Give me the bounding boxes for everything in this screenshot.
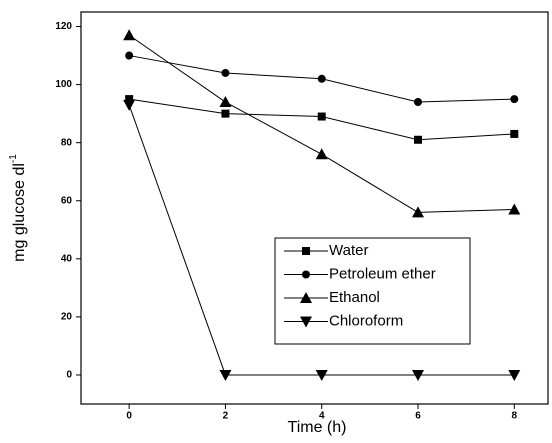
series-line <box>128 34 515 213</box>
x-tick-label: 0 <box>126 411 132 422</box>
x-tick-label: 2 <box>223 411 229 422</box>
marker <box>412 206 425 218</box>
marker <box>414 135 423 144</box>
legend-label: Water <box>329 242 368 259</box>
y-tick-label: 0 <box>66 370 72 381</box>
legend-marker <box>300 316 312 328</box>
x-tick-label: 4 <box>319 411 325 422</box>
y-axis-label: mg glucose dl-1 <box>8 154 29 262</box>
marker <box>317 74 326 83</box>
marker <box>510 129 519 138</box>
marker <box>508 203 521 215</box>
y-tick-label: 60 <box>61 195 73 206</box>
legend-marker <box>302 247 310 255</box>
legend-label: Chloroform <box>329 312 403 329</box>
marker <box>315 148 328 160</box>
y-tick-label: 100 <box>55 79 72 90</box>
marker <box>123 29 136 41</box>
marker <box>221 68 230 77</box>
x-axis-label: Time (h) <box>288 419 347 436</box>
marker <box>219 96 232 108</box>
y-axis-label-superscript: -1 <box>8 154 19 163</box>
marker <box>123 99 136 111</box>
plot-frame <box>80 11 549 405</box>
marker <box>125 51 134 60</box>
marker <box>125 95 134 104</box>
legend-label: Ethanol <box>329 289 380 306</box>
marker <box>315 369 328 381</box>
legend-marker <box>300 292 312 303</box>
x-tick-label: 8 <box>512 411 518 422</box>
marker <box>414 98 423 107</box>
marker <box>508 369 521 381</box>
marker <box>221 109 230 118</box>
y-tick-label: 40 <box>61 253 73 264</box>
y-axis-label-main: mg glucose dl <box>11 163 28 262</box>
y-tick-label: 120 <box>55 21 72 32</box>
legend-marker <box>302 270 310 279</box>
marker <box>219 369 232 381</box>
x-tick-label: 6 <box>415 411 421 422</box>
y-tick-label: 20 <box>61 312 73 323</box>
y-tick-label: 80 <box>61 137 73 148</box>
marker <box>317 112 326 121</box>
legend-label: Petroleum ether <box>329 265 436 282</box>
legend-box <box>274 237 471 345</box>
marker <box>510 95 519 104</box>
marker <box>412 369 425 381</box>
legend: Water Petroleum ether Ethanol Chloroform <box>274 237 471 345</box>
